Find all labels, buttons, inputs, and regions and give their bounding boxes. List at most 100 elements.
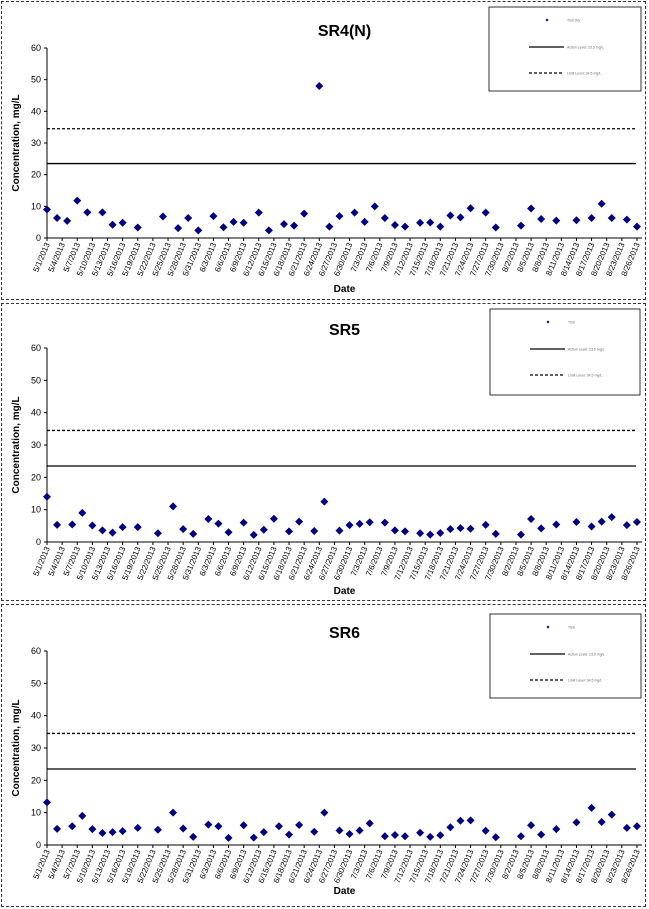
data-point	[572, 216, 581, 225]
data-point	[285, 830, 294, 839]
data-point	[179, 824, 188, 833]
data-point	[345, 830, 354, 839]
data-point	[622, 215, 631, 224]
data-point	[607, 513, 616, 522]
data-point	[153, 529, 162, 538]
data-point	[426, 832, 435, 841]
data-point	[416, 218, 425, 227]
data-point	[153, 825, 162, 834]
data-point	[189, 832, 198, 841]
y-tick-label: 40	[31, 711, 41, 721]
data-point	[78, 508, 87, 517]
data-point	[239, 218, 248, 227]
data-point	[370, 202, 379, 211]
data-point	[587, 214, 596, 223]
data-point	[552, 520, 561, 529]
data-point	[401, 527, 410, 536]
data-point	[607, 214, 616, 223]
y-tick-label: 0	[36, 233, 41, 243]
legend-label: Limit Level: 34.5 mg/L	[567, 71, 601, 75]
data-point	[310, 527, 319, 536]
y-axis-label: Concentration, mg/L	[11, 94, 22, 191]
data-point	[516, 221, 525, 230]
data-point	[527, 821, 536, 830]
data-point	[607, 810, 616, 819]
legend-box	[488, 6, 642, 92]
legend-label: Limit Level: 34.5 mg/L	[568, 678, 602, 682]
data-point	[239, 821, 248, 830]
data-point	[174, 224, 183, 233]
data-point	[481, 826, 490, 835]
y-tick-label: 40	[31, 106, 41, 116]
data-point	[537, 830, 546, 839]
data-point	[274, 822, 283, 831]
data-point	[78, 811, 87, 820]
data-point	[214, 519, 223, 528]
data-point	[456, 524, 465, 533]
y-tick-label: 50	[31, 678, 41, 688]
y-tick-label: 40	[31, 408, 41, 418]
data-point	[249, 833, 258, 842]
data-point	[360, 217, 369, 226]
y-tick-label: 60	[31, 646, 41, 656]
chart-title: SR6	[329, 625, 360, 642]
data-point	[527, 204, 536, 213]
data-point	[597, 199, 606, 208]
data-point	[310, 827, 319, 836]
data-point	[295, 820, 304, 829]
data-point	[53, 214, 62, 223]
legend-box	[489, 613, 642, 699]
data-point	[401, 222, 410, 231]
data-point	[572, 818, 581, 827]
legend-marker	[546, 625, 550, 629]
data-point	[335, 826, 344, 835]
data-point	[118, 523, 127, 532]
data-point	[98, 829, 107, 838]
data-point	[436, 222, 445, 231]
data-point	[214, 822, 223, 831]
data-point	[158, 212, 167, 221]
data-point	[169, 502, 178, 511]
data-point	[108, 528, 117, 537]
legend-label: Action Level: 23.5 mg/L	[568, 347, 605, 351]
data-point	[290, 221, 299, 230]
data-point	[320, 497, 329, 506]
x-axis-label: Date	[334, 886, 356, 897]
data-point	[43, 205, 51, 214]
y-tick-label: 10	[31, 201, 41, 211]
data-point	[169, 808, 178, 817]
x-axis-label: Date	[334, 284, 356, 295]
data-point	[552, 216, 561, 225]
y-tick-label: 0	[36, 840, 41, 850]
data-point	[380, 832, 389, 841]
data-point	[622, 823, 631, 832]
data-point	[345, 521, 354, 530]
legend-label: Action Level: 23.5 mg/L	[568, 652, 605, 656]
data-point	[597, 517, 606, 526]
data-point	[88, 521, 97, 530]
data-point	[224, 833, 233, 842]
data-point	[446, 525, 455, 534]
data-point	[537, 524, 546, 533]
data-point	[436, 831, 445, 840]
legend-label: Limit Level: 34.5 mg/L	[568, 373, 602, 377]
data-point	[224, 528, 233, 537]
data-point	[587, 803, 596, 812]
data-point	[229, 217, 238, 226]
data-point	[466, 204, 475, 213]
data-point	[426, 530, 435, 539]
data-point	[426, 218, 435, 227]
legend-label: Action Level: 23.5 mg/L	[567, 45, 604, 49]
y-tick-label: 20	[31, 472, 41, 482]
y-tick-label: 20	[31, 775, 41, 785]
data-point	[133, 223, 142, 232]
data-point	[365, 819, 374, 828]
data-point	[350, 208, 359, 217]
data-point	[249, 530, 258, 539]
data-point	[537, 215, 546, 223]
data-point	[179, 525, 188, 534]
data-point	[53, 520, 62, 529]
y-axis-label: Concentration, mg/L	[11, 699, 22, 796]
